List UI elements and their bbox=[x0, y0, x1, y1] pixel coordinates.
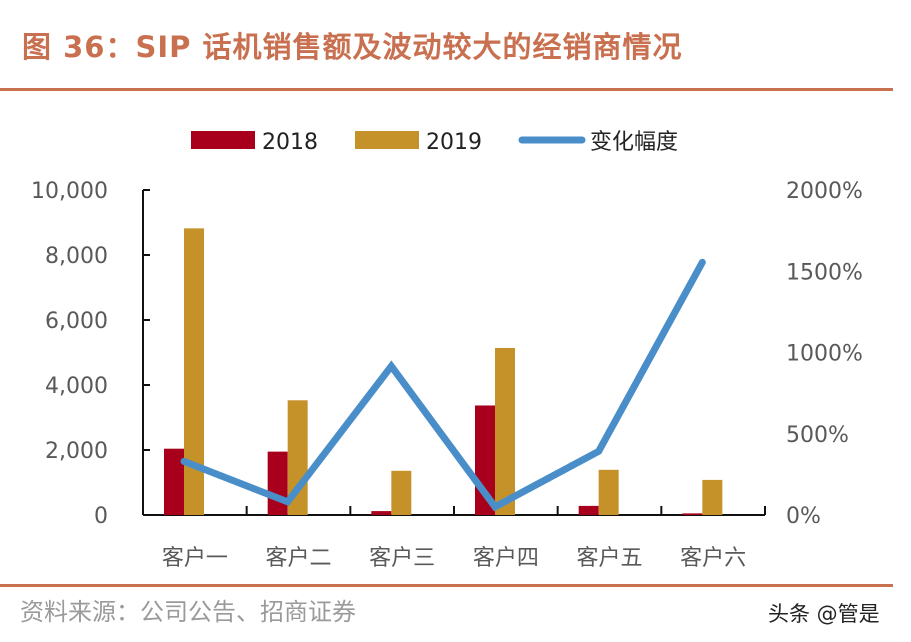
line-变化幅度 bbox=[180, 258, 706, 512]
y-tick-label: 4,000 bbox=[45, 374, 108, 399]
bar-2018-客户一 bbox=[164, 448, 184, 515]
legend-swatch-2019 bbox=[355, 131, 419, 149]
legend-label-2019: 2019 bbox=[426, 130, 482, 155]
y2-tick-label: 1000% bbox=[786, 342, 863, 367]
legend-label-change: 变化幅度 bbox=[590, 130, 678, 155]
y-tick-label: 10,000 bbox=[31, 179, 108, 204]
page-title: 图 36：SIP 话机销售额及波动较大的经销商情况 bbox=[22, 30, 683, 64]
x-tick-label: 客户六 bbox=[680, 546, 746, 571]
bar-2019-客户三 bbox=[391, 470, 412, 515]
y-tick-label: 8,000 bbox=[45, 244, 108, 269]
bar-2018-客户五 bbox=[578, 505, 599, 515]
x-tick-label: 客户三 bbox=[369, 546, 435, 571]
bar-2019-客户五 bbox=[598, 469, 619, 515]
x-tick-label: 客户四 bbox=[473, 546, 539, 571]
y-tick-label: 2,000 bbox=[45, 439, 108, 464]
y2-tick-label: 2000% bbox=[786, 179, 863, 204]
y2-tick-label: 1500% bbox=[786, 260, 863, 285]
legend-label-2018: 2018 bbox=[262, 130, 318, 155]
bar-2019-客户四 bbox=[495, 347, 515, 515]
source-note: 资料来源：公司公告、招商证券 bbox=[20, 598, 356, 626]
footer-divider bbox=[0, 584, 893, 587]
bar-2018-客户二 bbox=[267, 451, 288, 515]
y-tick-label: 0 bbox=[94, 504, 108, 529]
bar-2018-客户三 bbox=[371, 511, 392, 515]
bar-2019-客户六 bbox=[702, 479, 723, 515]
y2-tick-label: 500% bbox=[786, 423, 849, 448]
bar-2018-客户六 bbox=[682, 513, 703, 515]
y2-tick-label: 0% bbox=[786, 504, 821, 529]
title-divider bbox=[0, 88, 893, 91]
y-tick-label: 6,000 bbox=[45, 309, 108, 334]
x-tick-label: 客户五 bbox=[576, 546, 642, 571]
watermark: 头条 @管是 bbox=[768, 602, 880, 626]
x-tick-label: 客户一 bbox=[162, 546, 228, 571]
x-tick-label: 客户二 bbox=[265, 546, 331, 571]
bar-2019-客户一 bbox=[184, 228, 204, 515]
legend-swatch-2018 bbox=[191, 131, 255, 149]
